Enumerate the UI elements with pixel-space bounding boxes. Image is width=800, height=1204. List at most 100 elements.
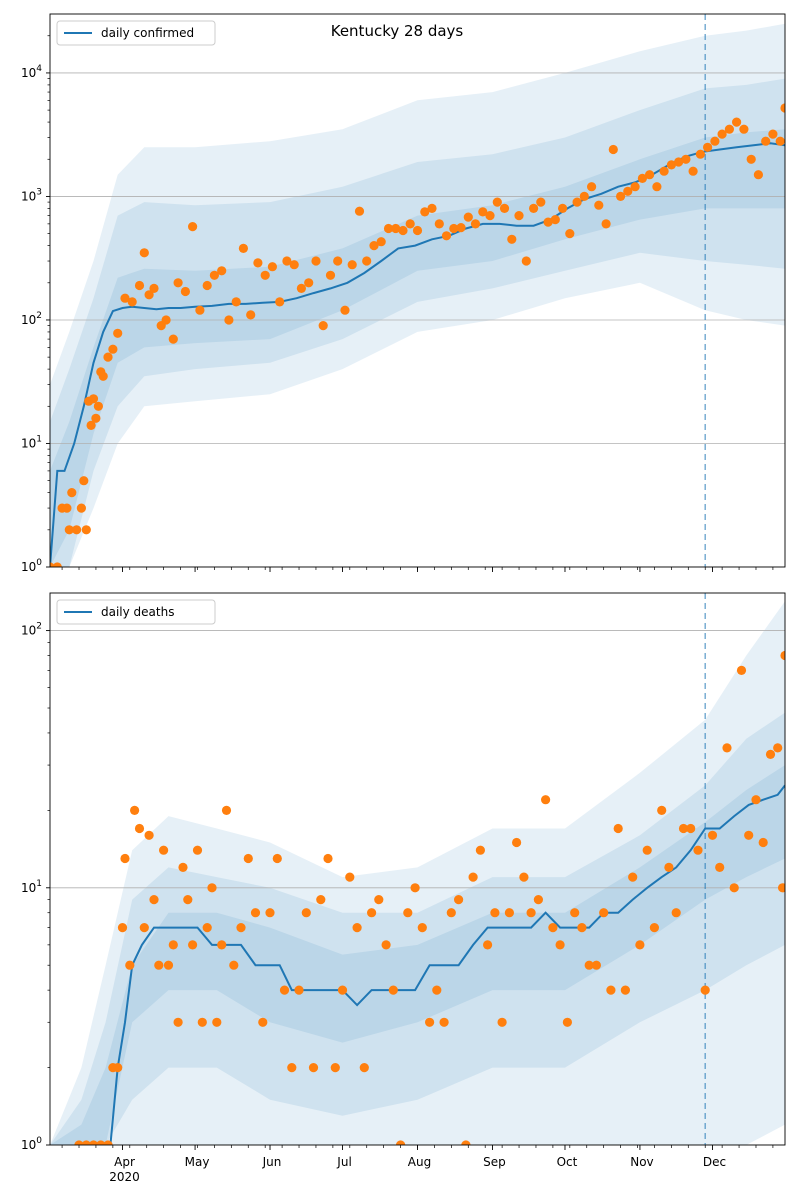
data-point: [420, 207, 430, 217]
data-point: [265, 908, 275, 918]
data-point: [113, 1063, 123, 1073]
data-point: [659, 166, 669, 176]
data-point: [425, 1017, 435, 1027]
x-tick-label: Nov: [630, 1155, 653, 1169]
data-point: [666, 160, 677, 170]
data-point: [98, 371, 108, 381]
data-point: [246, 310, 256, 320]
data-point: [550, 215, 560, 225]
data-point: [405, 219, 415, 229]
data-point: [224, 315, 234, 325]
data-point: [461, 1140, 471, 1145]
data-point: [178, 862, 188, 873]
y-tick-label: 102: [21, 622, 42, 638]
data-point: [333, 256, 343, 266]
data-point: [645, 170, 655, 180]
data-point: [231, 297, 241, 307]
plot-area: [50, 593, 785, 1145]
data-point: [301, 908, 311, 918]
data-point: [599, 908, 609, 918]
data-point: [555, 940, 565, 950]
data-point: [202, 923, 212, 933]
data-point: [686, 823, 696, 834]
data-point: [746, 154, 756, 164]
data-point: [623, 186, 633, 196]
data-point: [304, 278, 314, 288]
data-point: [79, 476, 89, 486]
data-point: [108, 344, 118, 354]
data-point: [325, 270, 336, 280]
data-point: [323, 853, 333, 864]
data-point: [485, 211, 495, 221]
data-point: [74, 1140, 84, 1145]
data-point: [753, 170, 764, 180]
data-point: [376, 237, 386, 247]
data-point: [144, 830, 154, 840]
data-point: [103, 352, 113, 362]
data-point: [570, 908, 580, 918]
series-line-daily-deaths: [103, 784, 785, 1145]
data-point: [468, 872, 478, 882]
data-point: [120, 293, 130, 303]
data-point: [664, 862, 674, 873]
y-tick-label: 100: [21, 558, 42, 574]
data-point: [168, 334, 178, 344]
data-point: [161, 315, 171, 325]
data-point: [197, 1017, 207, 1027]
uncertainty-band-2: [50, 712, 785, 1145]
data-point: [536, 197, 546, 207]
data-point: [354, 206, 365, 216]
data-point: [188, 940, 198, 950]
data-point: [253, 258, 263, 268]
uncertainty-band-1: [50, 23, 785, 567]
data-point: [681, 154, 691, 164]
y-tick-label: 101: [21, 434, 42, 450]
panel-confirmed: 100 101 102 103 104 daily confirmed: [21, 13, 786, 574]
y-tick-label: 104: [21, 64, 42, 80]
data-point: [183, 895, 193, 905]
data-point: [207, 883, 217, 893]
x-tick-label: Dec: [703, 1155, 726, 1169]
data-point: [72, 525, 82, 535]
data-point: [601, 219, 611, 229]
legend-box: [56, 20, 216, 46]
data-point: [478, 207, 488, 217]
x-tick-label: 2020: [109, 1170, 140, 1184]
data-point: [154, 960, 164, 970]
data-point: [250, 908, 261, 918]
data-point: [642, 845, 652, 855]
legend-label: daily deaths: [101, 605, 174, 619]
data-point: [765, 749, 776, 760]
data-point: [296, 283, 306, 293]
data-point: [180, 286, 190, 297]
data-point: [127, 297, 137, 307]
data-point: [768, 129, 778, 139]
data-point: [671, 908, 681, 918]
data-point: [780, 650, 785, 661]
data-point: [345, 872, 355, 882]
data-point: [192, 845, 203, 855]
data-point: [475, 845, 485, 855]
data-point: [81, 525, 91, 535]
plot-area: [50, 14, 785, 567]
x-tick-label: May: [185, 1155, 210, 1169]
data-point: [217, 940, 227, 950]
data-point: [410, 883, 420, 893]
data-point: [149, 895, 159, 905]
data-point: [613, 823, 623, 834]
data-point: [391, 223, 401, 234]
data-point: [113, 328, 123, 338]
data-point: [417, 923, 427, 933]
data-point: [548, 923, 558, 933]
data-point: [383, 223, 394, 234]
data-point: [81, 1140, 91, 1145]
data-point: [507, 234, 517, 244]
data-point: [529, 203, 539, 213]
data-point: [267, 262, 277, 272]
data-point: [780, 103, 785, 113]
data-point: [318, 321, 328, 331]
data-point: [294, 985, 304, 995]
